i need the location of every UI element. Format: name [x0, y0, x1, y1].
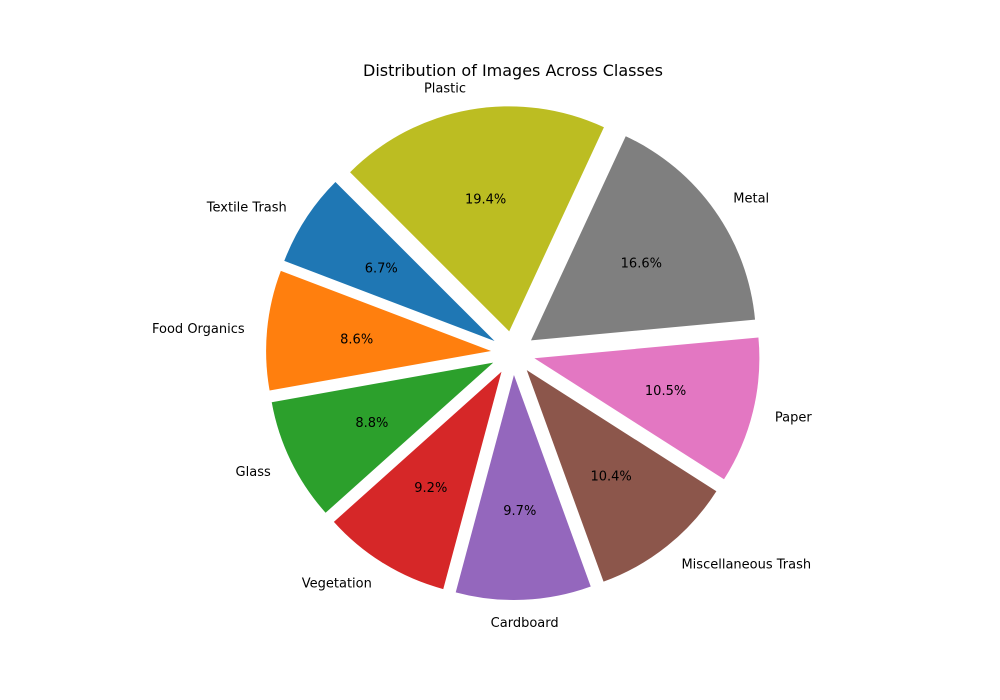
- pie-pct-label: 10.5%: [645, 384, 686, 399]
- pie-category-label: Cardboard: [491, 616, 559, 631]
- pie-slice-metal: [530, 136, 756, 341]
- pie-slice-food-organics: [266, 270, 492, 391]
- pie-pct-label: 8.6%: [340, 332, 373, 347]
- pie-category-label: Food Organics: [152, 322, 245, 337]
- pie-pct-label: 9.7%: [503, 504, 536, 519]
- pie-slice-textile-trash: [284, 181, 495, 342]
- pie-category-label: Metal: [733, 192, 769, 207]
- pie-pct-label: 9.2%: [414, 481, 447, 496]
- pie-slice-plastic: [350, 106, 604, 332]
- pie-category-label: Plastic: [424, 82, 466, 97]
- pie-pct-label: 8.8%: [355, 416, 388, 431]
- pie-pct-label: 16.6%: [621, 257, 662, 272]
- pie-slice-paper: [534, 337, 760, 480]
- pie-category-label: Vegetation: [302, 577, 372, 592]
- chart-title: Distribution of Images Across Classes: [363, 61, 663, 80]
- pie-category-label: Textile Trash: [206, 201, 287, 216]
- pie-slice-miscellaneous-trash: [526, 370, 717, 582]
- pie-labels: 6.7% Textile Trash 8.6% Food Organics 8.8% Gl…: [152, 82, 812, 632]
- pie-slices: [266, 106, 760, 600]
- pie-category-label: Glass: [236, 465, 271, 480]
- pie-slice-glass: [271, 362, 494, 513]
- pie-category-label: Miscellaneous Trash: [681, 557, 811, 572]
- pie-pct-label: 19.4%: [465, 192, 506, 207]
- pie-pct-label: 10.4%: [590, 470, 631, 485]
- pie-slice-vegetation: [333, 371, 502, 590]
- pie-slice-cardboard: [455, 374, 591, 600]
- pie-pct-label: 6.7%: [365, 262, 398, 277]
- pie-category-label: Paper: [775, 411, 812, 426]
